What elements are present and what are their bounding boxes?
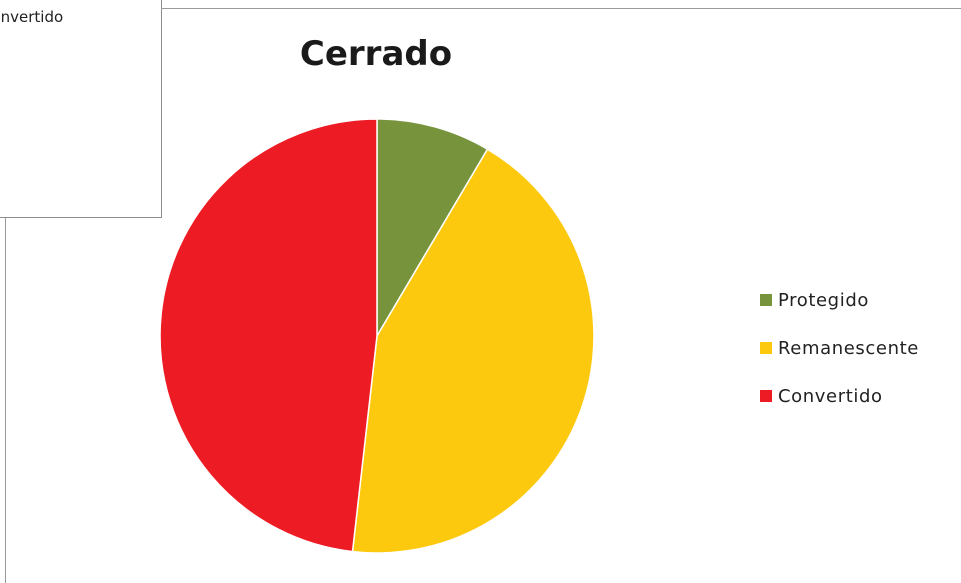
legend-swatch xyxy=(760,342,772,354)
background-chart-legend-label: Convertido xyxy=(0,8,63,26)
legend-swatch xyxy=(760,294,772,306)
pie-slice-remanescente xyxy=(351,148,595,554)
divider-line xyxy=(161,8,961,9)
legend-item-remanescente: Remanescente xyxy=(760,324,919,372)
chart-legend: Protegido Remanescente Convertido xyxy=(760,276,919,420)
legend-item-protegido: Protegido xyxy=(760,276,919,324)
divider-line xyxy=(5,218,6,583)
legend-label: Protegido xyxy=(778,289,869,311)
legend-label: Convertido xyxy=(778,385,883,407)
pie-slice-protegido xyxy=(376,118,489,339)
legend-swatch xyxy=(760,390,772,402)
background-chart-legend-text: Convertido xyxy=(0,8,64,26)
pie-slice-convertido xyxy=(159,118,378,553)
chart-title: Cerrado xyxy=(299,34,453,74)
legend-label: Remanescente xyxy=(778,337,919,359)
background-chart-panel: Convertido xyxy=(0,0,162,218)
legend-item-convertido: Convertido xyxy=(760,372,919,420)
